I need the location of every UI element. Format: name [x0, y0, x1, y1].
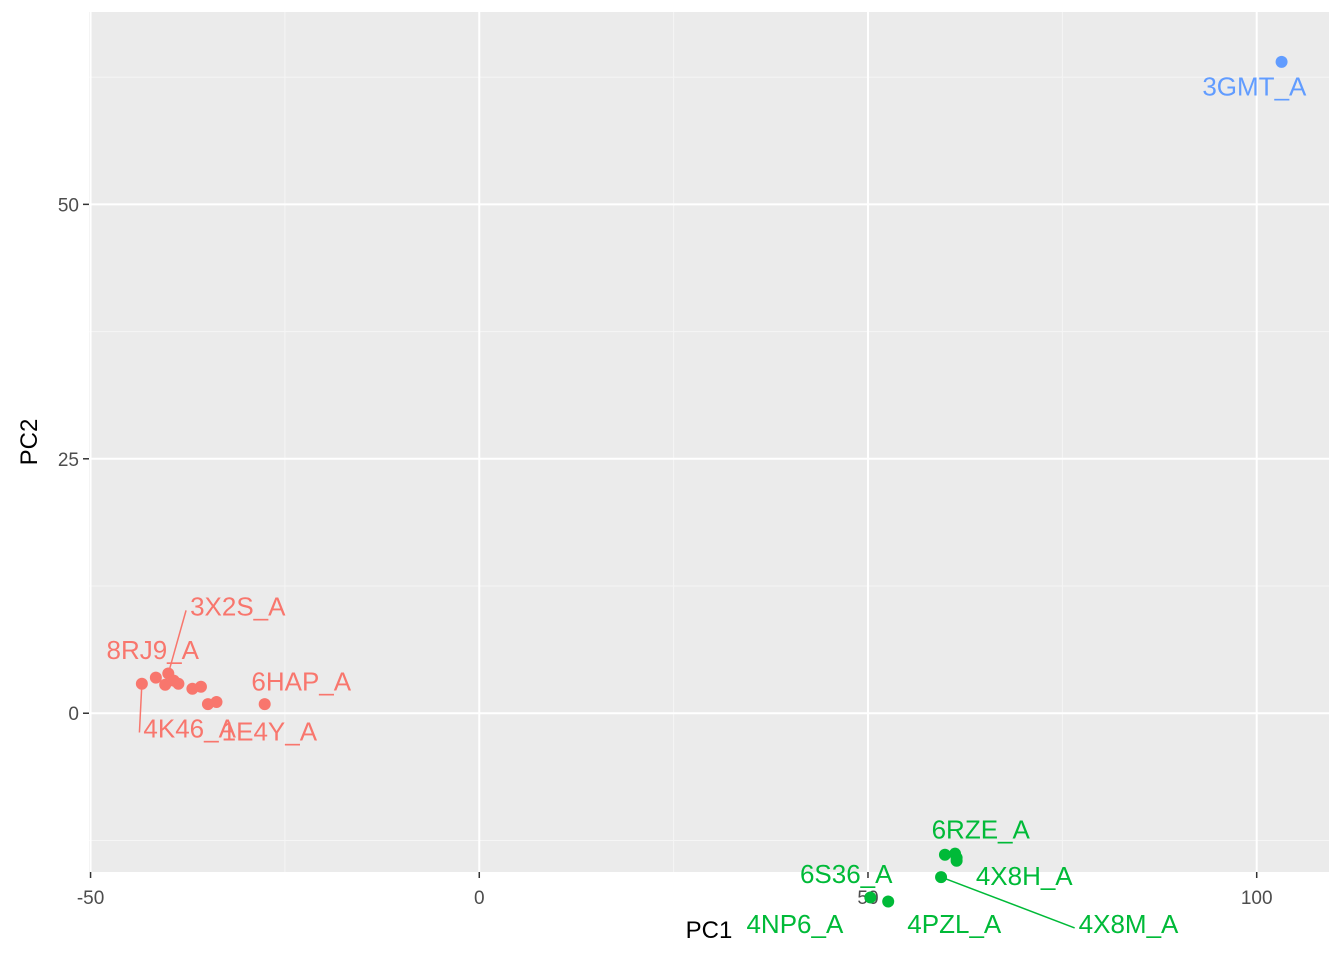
point-label: 4X8M_A — [1079, 909, 1179, 939]
data-point — [882, 895, 895, 908]
data-point — [258, 698, 271, 711]
data-point — [149, 671, 162, 684]
point-label: 3GMT_A — [1202, 71, 1307, 101]
data-point — [950, 854, 963, 867]
x-tick-label: 100 — [1241, 888, 1273, 909]
data-point — [135, 677, 148, 690]
point-label: 4NP6_A — [746, 909, 843, 939]
y-axis-title: PC2 — [16, 419, 43, 466]
data-point — [210, 696, 223, 709]
point-label: 6HAP_A — [251, 667, 351, 697]
data-point — [935, 871, 948, 884]
data-point — [1275, 55, 1288, 68]
point-label: 1E4Y_A — [222, 717, 318, 747]
x-tick-label: 0 — [474, 888, 485, 909]
y-tick-label: 0 — [68, 704, 79, 725]
label-leader-lines — [138, 610, 1075, 929]
point-label: 4X8H_A — [976, 861, 1073, 891]
y-tick-label: 25 — [58, 450, 79, 471]
minor-gridlines — [89, 12, 1329, 872]
major-gridlines — [89, 12, 1329, 872]
leader-line — [940, 876, 1075, 929]
x-axis-title: PC1 — [686, 917, 733, 944]
point-label: 4K46_A — [143, 713, 236, 743]
x-tick-label: -50 — [77, 888, 104, 909]
point-label: 8RJ9_A — [106, 635, 199, 665]
leader-line — [167, 610, 187, 674]
point-label: 3X2S_A — [190, 591, 286, 621]
axis-ticks — [83, 203, 1258, 878]
point-label: 6RZE_A — [932, 814, 1031, 844]
data-point — [938, 848, 951, 861]
y-tick-label: 50 — [58, 195, 79, 216]
data-point — [172, 677, 185, 690]
point-label: 6S36_A — [800, 859, 893, 889]
point-label: 4PZL_A — [907, 909, 1002, 939]
data-points — [135, 55, 1288, 908]
plot-panel — [89, 12, 1329, 872]
data-point — [194, 680, 207, 693]
leader-line — [138, 683, 143, 733]
data-point — [864, 891, 877, 904]
